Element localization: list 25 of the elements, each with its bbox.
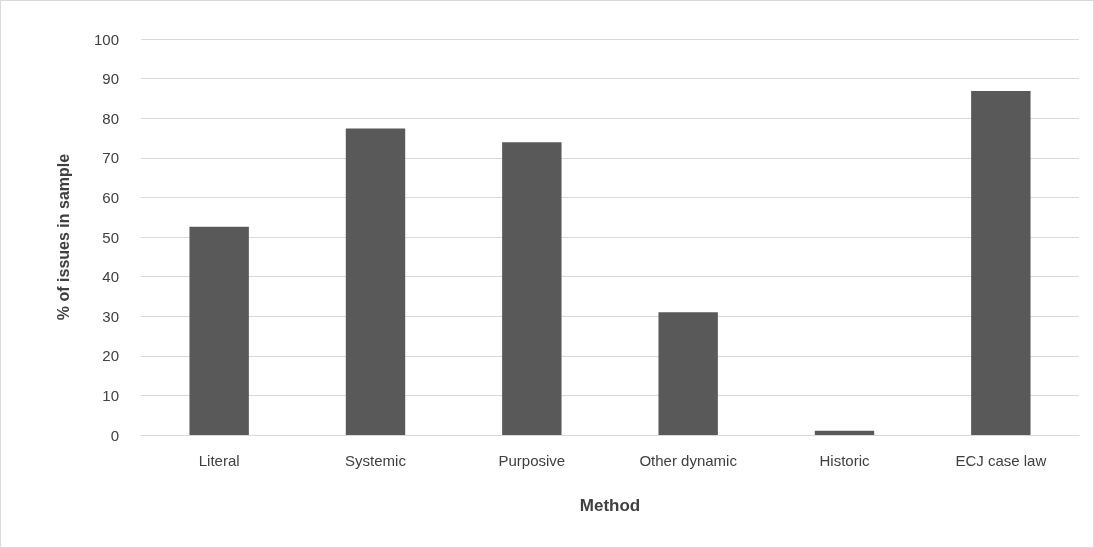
bar (814, 430, 875, 435)
bar (345, 128, 406, 435)
x-axis-title: Method (579, 496, 641, 515)
bar (658, 312, 718, 435)
y-tick-label: 0 (110, 426, 119, 444)
x-tick-label: ECJ case law (955, 452, 1047, 469)
y-tick-label: 10 (102, 386, 119, 404)
y-axis-title: % of issues in sample (54, 153, 72, 321)
bar (189, 226, 249, 435)
y-tick-label: 60 (102, 188, 119, 206)
x-tick-label: Literal (198, 452, 240, 469)
x-tick-label: Purposive (498, 452, 566, 469)
y-tick-label: 50 (102, 228, 119, 246)
y-tick-label: 20 (102, 347, 119, 365)
bar (502, 142, 562, 435)
y-tick-label: 90 (102, 70, 119, 88)
bar (971, 90, 1031, 435)
y-tick-label: 100 (93, 30, 119, 48)
x-tick-label: Systemic (345, 452, 407, 469)
y-tick-label: 40 (102, 268, 119, 286)
x-tick-label: Other dynamic (639, 452, 738, 469)
y-tick-label: 80 (102, 109, 119, 127)
y-tick-label: 70 (102, 149, 119, 167)
x-tick-label: Historic (819, 452, 870, 469)
y-tick-label: 30 (102, 307, 119, 325)
